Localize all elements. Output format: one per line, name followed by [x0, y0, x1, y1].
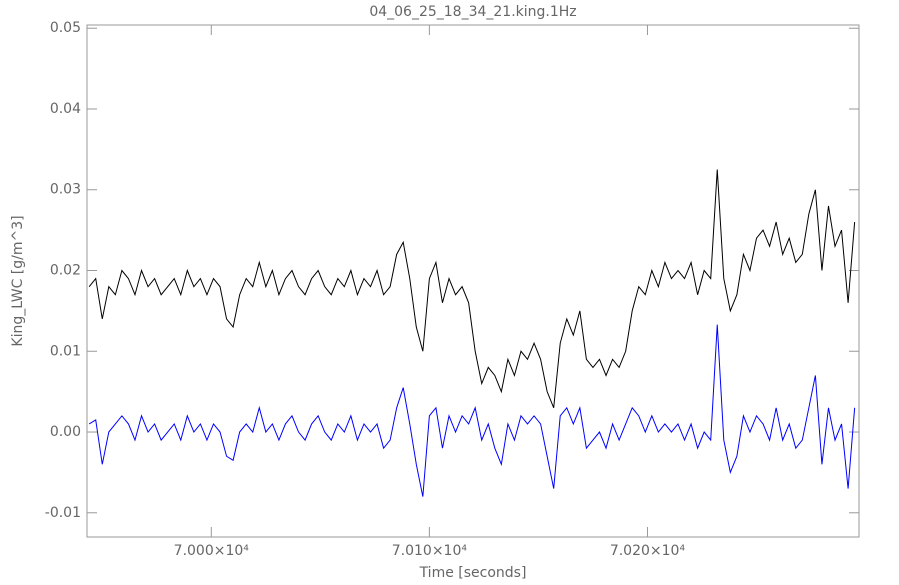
- series-line: [88, 169, 856, 408]
- chart-title: 04_06_25_18_34_21.king.1Hz: [369, 4, 576, 20]
- x-tick-label: 7.020×10⁴: [610, 543, 686, 559]
- y-tick-label: 0.04: [50, 101, 81, 117]
- plot-frame: [86, 24, 860, 538]
- series-line: [88, 324, 856, 497]
- x-tick-label: 7.000×10⁴: [174, 543, 250, 559]
- y-tick-label: 0.02: [50, 263, 81, 279]
- y-tick-label: 0.01: [50, 343, 81, 359]
- y-tick-label: -0.01: [45, 505, 81, 521]
- y-tick-label: 0.05: [50, 20, 81, 36]
- y-tick-label: 0.00: [50, 424, 81, 440]
- x-axis-label: Time [seconds]: [419, 565, 527, 581]
- y-axis-label: King_LWC [g/m^3]: [10, 215, 26, 346]
- y-tick-label: 0.03: [50, 182, 81, 198]
- x-tick-label: 7.010×10⁴: [392, 543, 468, 559]
